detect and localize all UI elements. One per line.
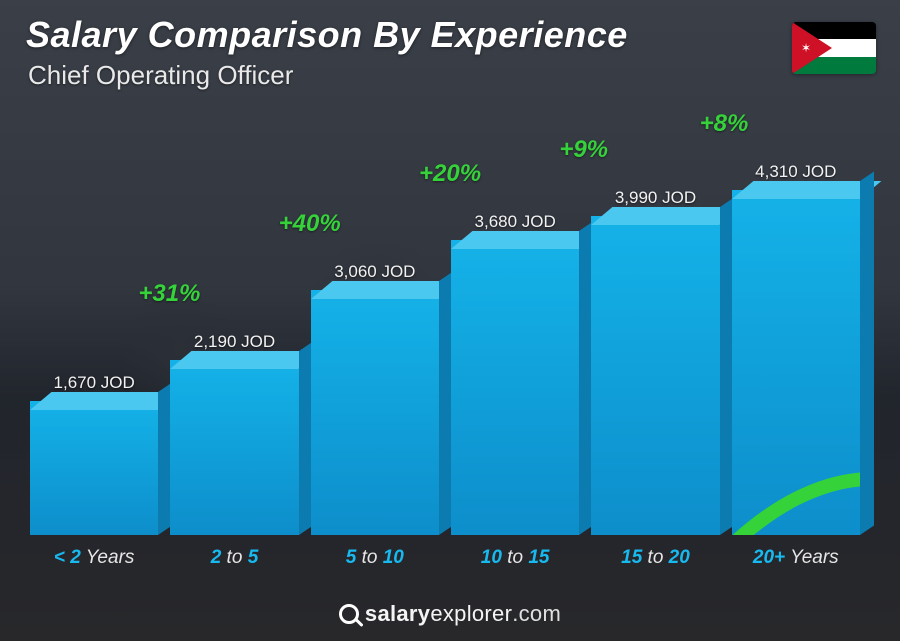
bar-1: 2,190 JOD bbox=[170, 332, 298, 535]
pct-label: +8% bbox=[700, 110, 749, 138]
bar-value-label: 1,670 JOD bbox=[54, 373, 135, 393]
bar-2: 3,060 JOD bbox=[311, 262, 439, 535]
bar-5: 4,310 JOD bbox=[732, 162, 860, 535]
pct-label: +40% bbox=[279, 210, 341, 238]
bar-value-label: 3,060 JOD bbox=[334, 262, 415, 282]
bar-value-label: 3,680 JOD bbox=[475, 212, 556, 232]
bar-value-label: 4,310 JOD bbox=[755, 162, 836, 182]
bar-3: 3,680 JOD bbox=[451, 212, 579, 535]
bar-3d bbox=[732, 190, 860, 535]
flag-star-icon: ✶ bbox=[801, 41, 811, 55]
x-axis: < 2 Years 2 to 5 5 to 10 10 to 15 15 to 20 20… bbox=[30, 547, 860, 569]
chart-subtitle: Chief Operating Officer bbox=[28, 60, 293, 91]
bar-3d bbox=[311, 290, 439, 535]
pct-label: +20% bbox=[419, 160, 481, 188]
bar-4: 3,990 JOD bbox=[591, 188, 719, 535]
flag-triangle bbox=[792, 22, 832, 74]
x-tick: 5 to 10 bbox=[311, 547, 439, 569]
magnifier-icon bbox=[339, 604, 359, 624]
x-tick: 10 to 15 bbox=[451, 547, 579, 569]
bar-value-label: 3,990 JOD bbox=[615, 188, 696, 208]
footer-brand: salaryexplorer.com bbox=[0, 601, 900, 627]
pct-label: +31% bbox=[138, 280, 200, 308]
bar-3d bbox=[170, 360, 298, 535]
pct-label: +9% bbox=[559, 136, 608, 164]
infographic-canvas: Salary Comparison By Experience Chief Op… bbox=[0, 0, 900, 641]
footer-tld: .com bbox=[512, 601, 561, 626]
x-tick: 20+ Years bbox=[732, 547, 860, 569]
bar-3d bbox=[30, 401, 158, 535]
x-tick: 15 to 20 bbox=[591, 547, 719, 569]
bar-0: 1,670 JOD bbox=[30, 373, 158, 535]
footer-word-2: explorer bbox=[430, 601, 512, 626]
x-tick: < 2 Years bbox=[30, 547, 158, 569]
bar-3d bbox=[591, 216, 719, 535]
x-tick: 2 to 5 bbox=[170, 547, 298, 569]
bar-value-label: 2,190 JOD bbox=[194, 332, 275, 352]
chart-title: Salary Comparison By Experience bbox=[26, 14, 628, 56]
bar-3d bbox=[451, 240, 579, 535]
jordan-flag-icon: ✶ bbox=[792, 22, 876, 74]
footer-word-1: salary bbox=[365, 601, 430, 626]
